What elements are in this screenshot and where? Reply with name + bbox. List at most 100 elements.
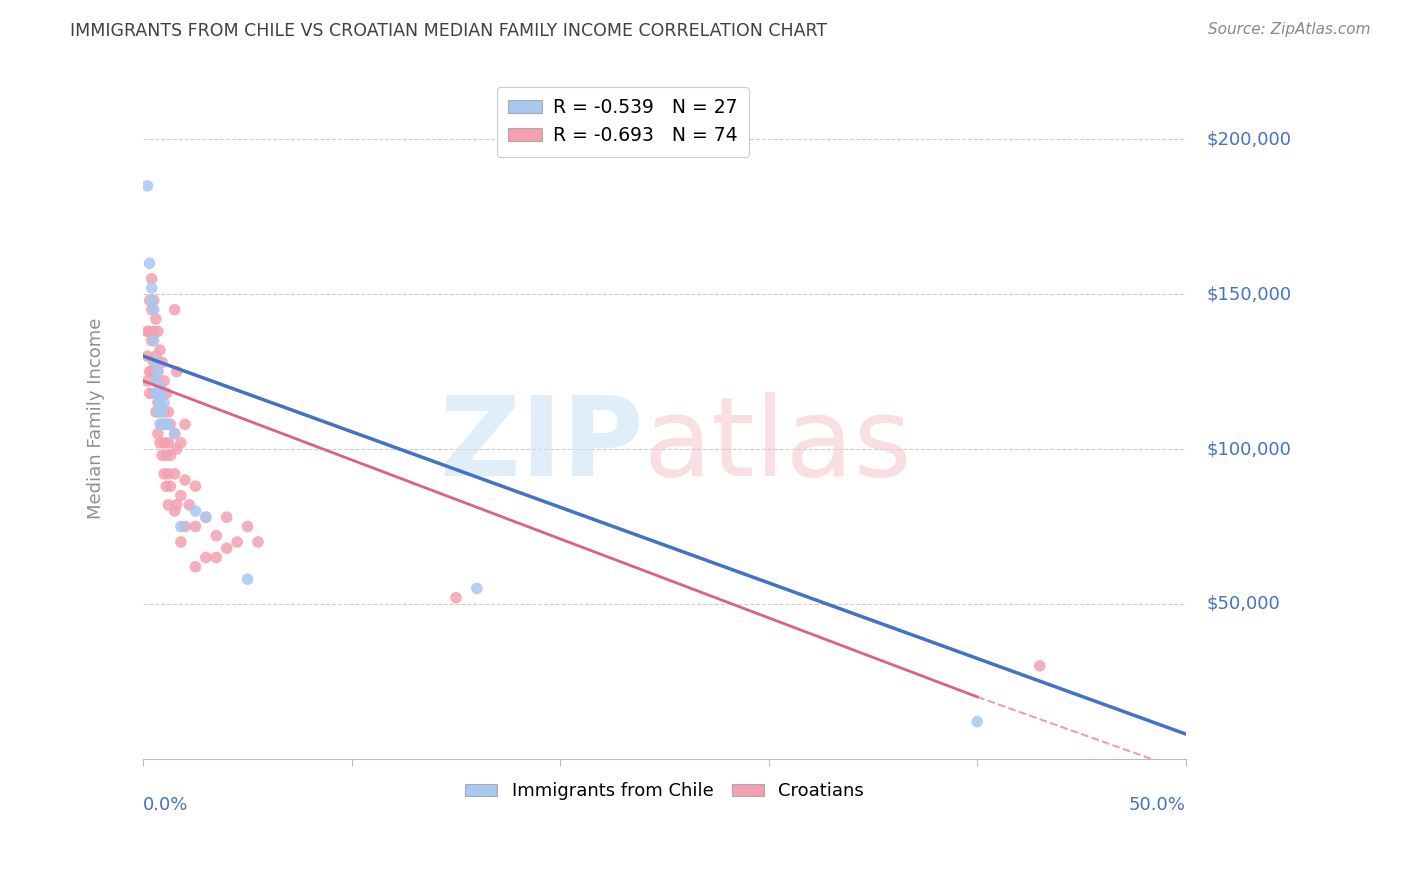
Point <box>138 325 160 339</box>
Point <box>149 417 172 432</box>
Point <box>145 405 167 419</box>
Point <box>966 714 988 729</box>
Point <box>179 498 201 512</box>
Text: Median Family Income: Median Family Income <box>87 318 105 519</box>
Point <box>146 365 169 379</box>
Point <box>150 386 173 401</box>
Point <box>166 498 188 512</box>
Point <box>163 302 186 317</box>
Point <box>155 417 177 432</box>
Point <box>153 395 176 409</box>
Point <box>157 405 180 419</box>
Point <box>153 436 176 450</box>
Point <box>205 550 228 565</box>
Point <box>174 519 197 533</box>
Point <box>194 510 217 524</box>
Point <box>149 380 172 394</box>
Text: Source: ZipAtlas.com: Source: ZipAtlas.com <box>1208 22 1371 37</box>
Point <box>194 510 217 524</box>
Point <box>145 386 167 401</box>
Point <box>170 489 193 503</box>
Point <box>149 380 172 394</box>
Point <box>145 374 167 388</box>
Point <box>146 325 169 339</box>
Point <box>145 349 167 363</box>
Text: 0.0%: 0.0% <box>143 797 188 814</box>
Point <box>136 374 159 388</box>
Point <box>145 374 167 388</box>
Point <box>236 519 259 533</box>
Point <box>465 582 488 596</box>
Point <box>149 405 172 419</box>
Point <box>174 473 197 487</box>
Point <box>136 178 159 193</box>
Point <box>184 559 207 574</box>
Point <box>157 498 180 512</box>
Point <box>138 293 160 308</box>
Point <box>215 510 238 524</box>
Point <box>146 386 169 401</box>
Point <box>163 426 186 441</box>
Point <box>138 365 160 379</box>
Point <box>226 535 249 549</box>
Point <box>170 535 193 549</box>
Point <box>141 293 163 308</box>
Point <box>142 325 165 339</box>
Point <box>146 426 169 441</box>
Text: $200,000: $200,000 <box>1206 130 1292 148</box>
Point <box>150 355 173 369</box>
Point <box>184 519 207 533</box>
Point <box>142 302 165 317</box>
Point <box>166 365 188 379</box>
Point <box>145 312 167 326</box>
Point <box>163 467 186 481</box>
Point <box>142 386 165 401</box>
Point <box>142 355 165 369</box>
Point <box>146 405 169 419</box>
Point <box>159 417 181 432</box>
Point <box>246 535 269 549</box>
Point <box>163 504 186 518</box>
Point <box>150 417 173 432</box>
Point <box>157 467 180 481</box>
Point <box>153 405 176 419</box>
Point <box>157 436 180 450</box>
Point <box>205 529 228 543</box>
Point <box>141 365 163 379</box>
Point <box>215 541 238 556</box>
Point <box>141 334 163 348</box>
Point <box>163 426 186 441</box>
Point <box>136 349 159 363</box>
Point <box>194 550 217 565</box>
Point <box>236 572 259 586</box>
Point <box>150 448 173 462</box>
Point <box>155 448 177 462</box>
Text: IMMIGRANTS FROM CHILE VS CROATIAN MEDIAN FAMILY INCOME CORRELATION CHART: IMMIGRANTS FROM CHILE VS CROATIAN MEDIAN… <box>70 22 827 40</box>
Text: $150,000: $150,000 <box>1206 285 1292 303</box>
Point <box>153 467 176 481</box>
Point <box>142 293 165 308</box>
Point <box>141 302 163 317</box>
Point <box>146 365 169 379</box>
Point <box>138 256 160 270</box>
Point <box>174 417 197 432</box>
Point <box>184 504 207 518</box>
Point <box>153 417 176 432</box>
Point <box>184 479 207 493</box>
Point <box>149 343 172 357</box>
Point <box>136 325 159 339</box>
Legend: Immigrants from Chile, Croatians: Immigrants from Chile, Croatians <box>457 775 872 807</box>
Point <box>159 448 181 462</box>
Point <box>149 436 172 450</box>
Point <box>170 436 193 450</box>
Text: 50.0%: 50.0% <box>1129 797 1185 814</box>
Point <box>159 479 181 493</box>
Point <box>141 271 163 285</box>
Point <box>142 334 165 348</box>
Point <box>155 386 177 401</box>
Point <box>149 395 172 409</box>
Point <box>157 417 180 432</box>
Point <box>145 355 167 369</box>
Text: ZIP: ZIP <box>440 392 644 499</box>
Point <box>138 386 160 401</box>
